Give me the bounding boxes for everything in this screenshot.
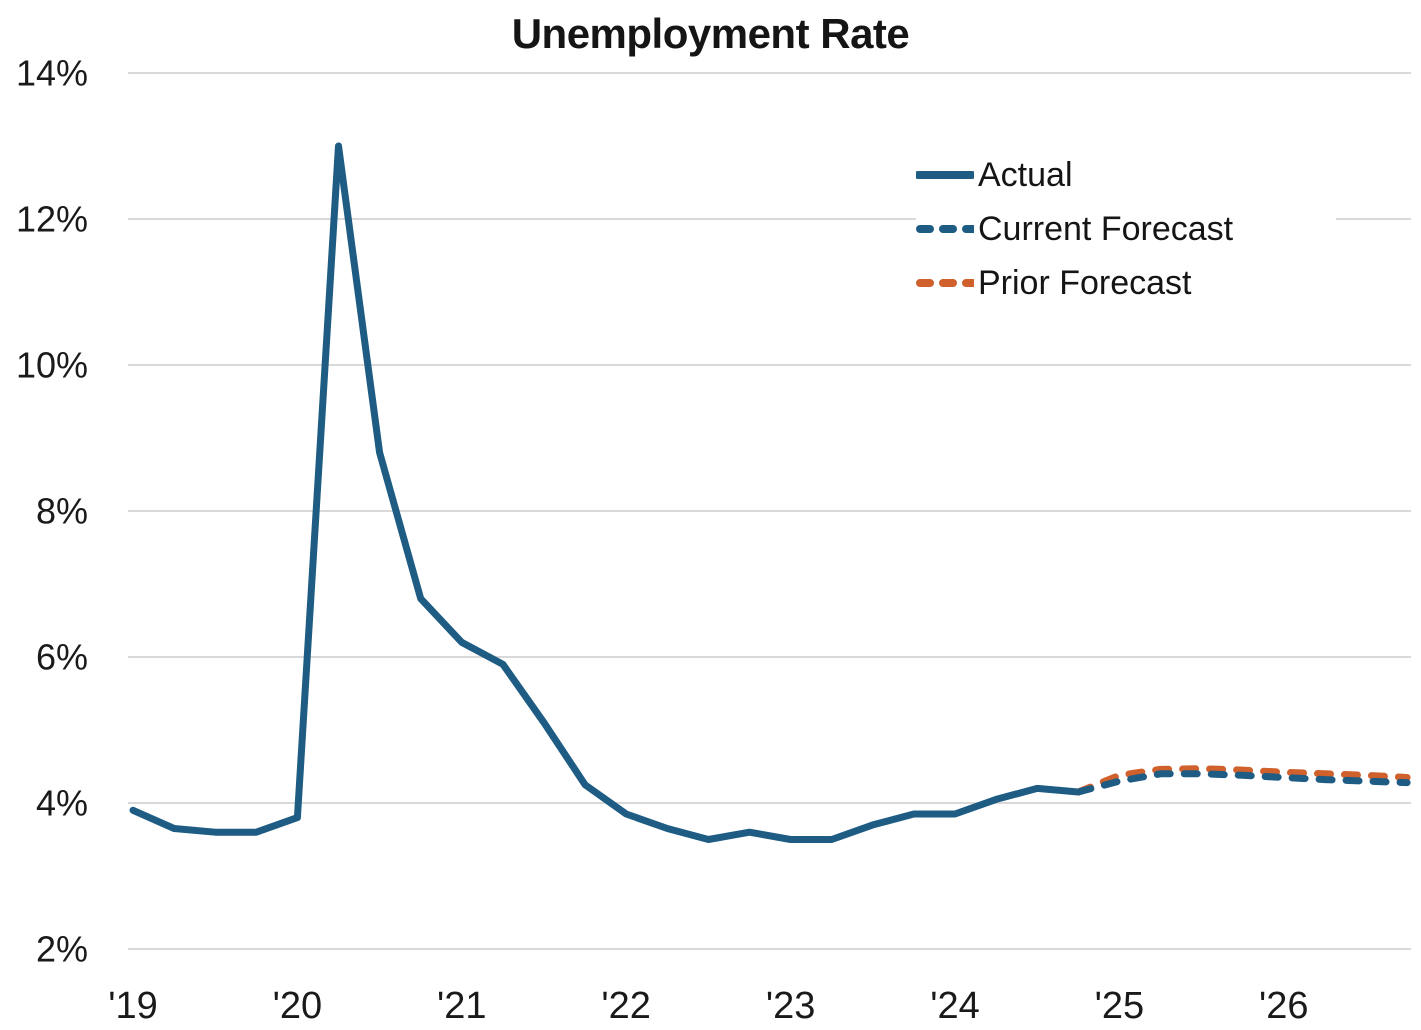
x-tick-label-23: '23 xyxy=(766,985,816,1027)
x-tick-label-25: '25 xyxy=(1095,985,1145,1027)
y-tick-label-8: 8% xyxy=(36,491,88,532)
gridlines xyxy=(128,72,1411,950)
legend-label-current-forecast: Current Forecast xyxy=(978,210,1234,248)
x-axis-labels: '19 '20 '21 '22 '23 '24 '25 '26 xyxy=(108,985,1308,1027)
x-tick-label-20: '20 xyxy=(273,985,323,1027)
y-tick-label-4: 4% xyxy=(36,783,88,824)
legend-row-actual: Actual xyxy=(916,148,1336,202)
y-tick-label-2: 2% xyxy=(36,929,88,970)
x-tick-label-21: '21 xyxy=(437,985,487,1027)
actual-line-swatch-icon xyxy=(916,171,974,179)
y-tick-label-6: 6% xyxy=(36,637,88,678)
legend-row-current-forecast: Current Forecast xyxy=(916,202,1336,256)
y-tick-label-14: 14% xyxy=(16,53,88,94)
current-forecast-line xyxy=(1074,770,1411,796)
legend-label-actual: Actual xyxy=(978,156,1073,194)
y-axis-labels: 14% 12% 10% 8% 6% 4% 2% xyxy=(16,53,88,970)
x-tick-label-19: '19 xyxy=(108,985,158,1027)
series-lines xyxy=(129,142,1411,843)
x-tick-label-22: '22 xyxy=(601,985,651,1027)
legend-label-prior-forecast: Prior Forecast xyxy=(978,264,1192,302)
current-forecast-dashed-swatch-icon xyxy=(916,225,974,233)
prior-forecast-line xyxy=(1074,765,1411,796)
y-tick-label-12: 12% xyxy=(16,199,88,240)
y-tick-label-10: 10% xyxy=(16,345,88,386)
prior-forecast-dashed-swatch-icon xyxy=(916,279,974,287)
chart-title: Unemployment Rate xyxy=(511,10,910,57)
legend-row-prior-forecast: Prior Forecast xyxy=(916,256,1336,310)
chart-legend: Actual Current Forecast Prior Forecast xyxy=(916,146,1336,312)
x-tick-label-26: '26 xyxy=(1259,985,1309,1027)
actual-line xyxy=(129,142,1082,843)
x-tick-label-24: '24 xyxy=(930,985,980,1027)
